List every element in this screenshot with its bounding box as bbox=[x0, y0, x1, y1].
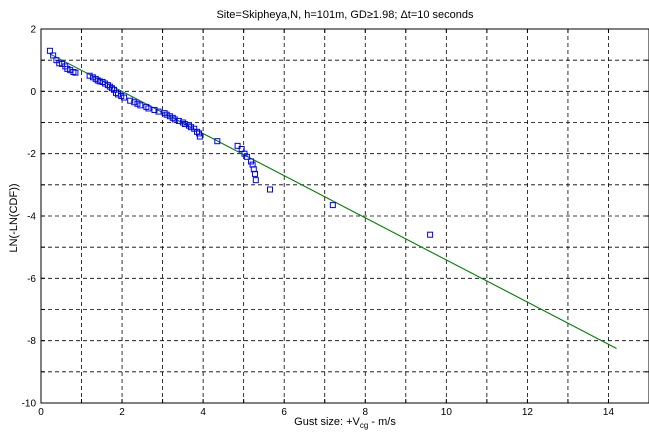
data-point bbox=[163, 111, 170, 118]
data-point bbox=[131, 99, 138, 106]
y-tick-label: -4 bbox=[27, 212, 36, 223]
axis-ticks bbox=[40, 28, 649, 404]
x-tick-label: 14 bbox=[603, 407, 615, 418]
y-tick-labels: -10 -8 -6 -4 -2 0 2 bbox=[22, 25, 37, 410]
fit-line bbox=[49, 53, 617, 349]
y-tick-label: -6 bbox=[27, 274, 36, 285]
data-point bbox=[247, 158, 254, 165]
x-tick-labels: 0 2 4 6 8 10 12 14 bbox=[38, 407, 614, 418]
data-point bbox=[121, 94, 128, 101]
data-point bbox=[115, 91, 122, 98]
x-tick-label: 6 bbox=[281, 407, 287, 418]
data-points bbox=[46, 47, 434, 238]
y-tick-label: 2 bbox=[30, 25, 36, 36]
x-axis-label: Gust size: +Vcg - m/s bbox=[294, 416, 396, 430]
x-tick-label: 10 bbox=[441, 407, 453, 418]
data-point bbox=[187, 124, 194, 131]
data-point bbox=[86, 72, 93, 79]
data-point bbox=[234, 142, 241, 149]
data-point bbox=[46, 47, 53, 54]
data-point bbox=[329, 202, 336, 209]
data-point bbox=[252, 177, 259, 184]
x-axis-label-subscript: cg bbox=[360, 421, 368, 430]
data-point bbox=[155, 108, 162, 115]
data-point bbox=[151, 107, 158, 114]
data-point bbox=[196, 133, 203, 140]
y-tick-label: -2 bbox=[27, 149, 36, 160]
data-point bbox=[427, 231, 434, 238]
data-point bbox=[171, 116, 178, 123]
y-tick-label: -8 bbox=[27, 336, 36, 347]
data-point bbox=[145, 105, 152, 112]
data-point bbox=[50, 52, 57, 59]
x-tick-label: 4 bbox=[200, 407, 206, 418]
x-axis-label-prefix: Gust size: +V bbox=[294, 416, 360, 428]
data-point bbox=[252, 170, 259, 177]
data-point bbox=[72, 69, 79, 76]
x-tick-label: 8 bbox=[362, 407, 368, 418]
data-point bbox=[127, 97, 134, 104]
data-point bbox=[137, 102, 144, 109]
y-tick-label: 0 bbox=[30, 87, 36, 98]
x-tick-label: 2 bbox=[119, 407, 125, 418]
data-point bbox=[175, 117, 182, 124]
x-axis-label-suffix: - m/s bbox=[368, 416, 396, 428]
chart-title: Site=Skipheya,N, h=101m, GD≥1.98; Δt=10 … bbox=[216, 9, 474, 21]
x-tick-label: 12 bbox=[522, 407, 534, 418]
y-tick-label: -10 bbox=[22, 399, 37, 410]
grid bbox=[41, 29, 649, 403]
data-point bbox=[243, 153, 250, 160]
data-point bbox=[214, 138, 221, 145]
data-point bbox=[196, 130, 203, 137]
data-point bbox=[181, 121, 188, 128]
data-point bbox=[267, 186, 274, 193]
fit-line-layer bbox=[49, 53, 617, 349]
x-tick-label: 0 bbox=[38, 407, 44, 418]
y-axis-label: LN(-LN(CDF)) bbox=[8, 183, 20, 252]
